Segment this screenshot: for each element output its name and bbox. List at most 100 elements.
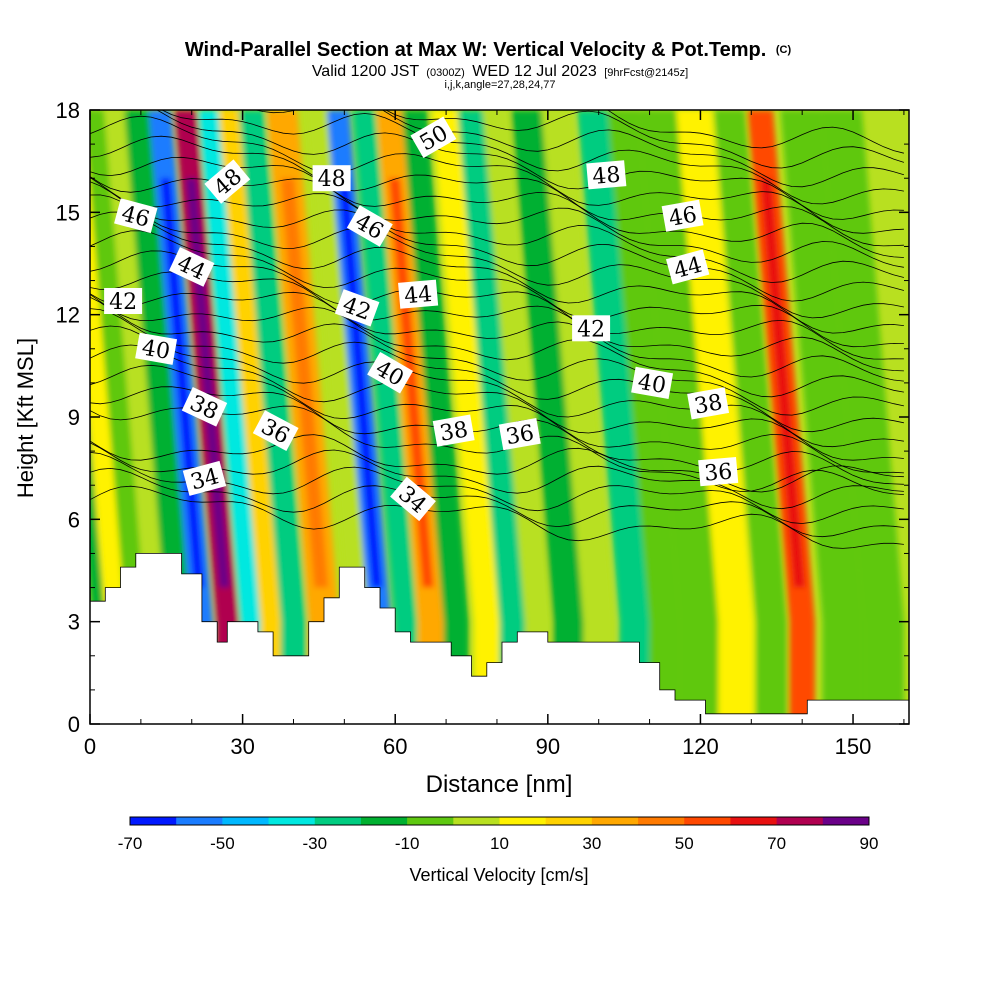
contour-label-46-2: 46	[661, 199, 704, 232]
velocity-band-19	[510, 110, 584, 724]
colorbar-swatch-8	[499, 817, 547, 825]
colorbar-swatch-13	[730, 817, 778, 825]
subtitle-prefix: Valid 1200 JST	[312, 63, 420, 80]
theta-line-20	[90, 177, 904, 283]
x-tick-label-0: 0	[84, 734, 96, 759]
contour-label-box	[181, 386, 228, 427]
contour-label-box	[698, 456, 739, 487]
plot-area	[90, 110, 909, 724]
colorbar-swatch-9	[545, 817, 593, 825]
x-tick-label-1: 30	[230, 734, 254, 759]
colorbar-swatch-5	[360, 817, 408, 825]
colorbar-swatch-14	[776, 817, 824, 825]
contour-label-box	[631, 366, 674, 400]
theta-line-10	[90, 308, 904, 433]
contour-label-42-0: 42	[104, 288, 143, 315]
contour-label-box	[367, 351, 414, 394]
theta-line-29	[606, 110, 904, 154]
colorbar-tick-label-0: -70	[118, 834, 143, 853]
contour-label-44-0: 44	[168, 247, 215, 287]
contour-label-text: 42	[109, 290, 137, 315]
velocity-band-28	[821, 110, 904, 724]
contour-label-40-2: 40	[631, 366, 674, 400]
contour-label-text: 40	[140, 336, 172, 365]
x-tick-label-4: 120	[682, 734, 719, 759]
velocity-band-18	[482, 110, 551, 724]
chart-title: Wind-Parallel Section at Max W: Vertical…	[185, 39, 792, 61]
contour-label-box	[312, 165, 351, 192]
colorbar: -70 -50 -30 -10 10 30 50 70 90	[118, 816, 878, 853]
y-axis-label: Height [Kft MSL]	[13, 338, 38, 498]
contour-label-40-0: 40	[135, 332, 178, 365]
velocity-band-27	[780, 110, 864, 724]
contour-label-box	[346, 205, 393, 247]
velocity-band-20	[541, 110, 614, 724]
x-tick-label-2: 60	[383, 734, 407, 759]
contour-label-box	[104, 288, 143, 314]
theta-line-15	[90, 250, 904, 360]
colorbar-label: Vertical Velocity [cm/s]	[409, 865, 588, 885]
contour-label-42-2: 42	[572, 315, 611, 342]
x-tick-label-3: 90	[536, 734, 560, 759]
contour-label-box	[586, 160, 627, 190]
colorbar-swatch-0	[130, 817, 177, 825]
contour-label-box	[661, 199, 704, 232]
contour-label-text: 48	[591, 163, 621, 190]
theta-line-19	[90, 181, 905, 302]
theta-line-2	[90, 451, 904, 524]
colorbar-swatch-10	[591, 817, 639, 825]
title-mark: (C)	[776, 44, 792, 56]
contour-label-38-2: 38	[687, 387, 730, 420]
contour-label-box	[498, 417, 541, 451]
velocity-core-14	[388, 178, 434, 588]
contour-label-box	[204, 159, 251, 204]
y-tick-label-4: 12	[56, 303, 80, 328]
contour-label-box	[168, 247, 215, 287]
contour-label-38-1: 38	[432, 414, 475, 447]
colorbar-swatch-4	[314, 817, 362, 825]
colorbar-tick-label-6: 50	[675, 834, 694, 853]
colorbar-tick-label-1: -50	[210, 834, 235, 853]
theta-line-17	[90, 211, 904, 334]
contour-label-box	[410, 116, 457, 159]
chart-subtitle: Valid 1200 JST (0300Z) WED 12 Jul 2023 […	[312, 63, 688, 80]
contour-label-box	[572, 315, 611, 342]
theta-line-16	[90, 230, 904, 348]
y-tick-label-1: 3	[68, 610, 80, 635]
y-tick-label-5: 15	[56, 200, 80, 225]
velocity-band-21	[577, 110, 650, 724]
colorbar-swatch-2	[222, 817, 270, 825]
contour-label-text: 38	[438, 417, 470, 446]
theta-contours	[90, 110, 905, 549]
contour-label-box	[398, 279, 439, 309]
theta-line-6	[90, 386, 904, 485]
contour-label-text: 44	[403, 282, 433, 309]
subtitle-utc: (0300Z)	[426, 67, 465, 79]
colorbar-frame	[129, 816, 870, 826]
velocity-core-26	[760, 178, 806, 588]
contour-label-48-1: 48	[312, 165, 351, 192]
contour-label-text: 36	[703, 459, 733, 486]
x-tick-label-5: 150	[835, 734, 872, 759]
theta-line-13	[90, 291, 904, 382]
theta-line-11	[90, 296, 904, 416]
colorbar-tick-label-7: 70	[767, 834, 786, 853]
velocity-band-15	[401, 110, 469, 724]
contour-label-44-1: 44	[398, 279, 439, 309]
colorbar-swatch-11	[638, 817, 685, 825]
colorbar-swatch-12	[684, 817, 731, 825]
contour-label-36-1: 36	[498, 417, 541, 451]
colorbar-swatch-6	[407, 817, 454, 825]
velocity-band-23	[638, 110, 721, 724]
theta-line-12	[90, 294, 904, 398]
contour-label-box	[432, 414, 475, 447]
velocity-band-25	[714, 110, 787, 724]
grid-info: i,j,k,angle=27,28,24,77	[444, 79, 555, 91]
contour-label-48-2: 48	[586, 160, 627, 190]
colorbar-swatch-1	[176, 817, 223, 825]
theta-line-5	[90, 405, 904, 495]
contour-label-46-0: 46	[114, 198, 158, 234]
colorbar-swatch-3	[268, 817, 316, 825]
velocity-core-12	[338, 178, 383, 588]
